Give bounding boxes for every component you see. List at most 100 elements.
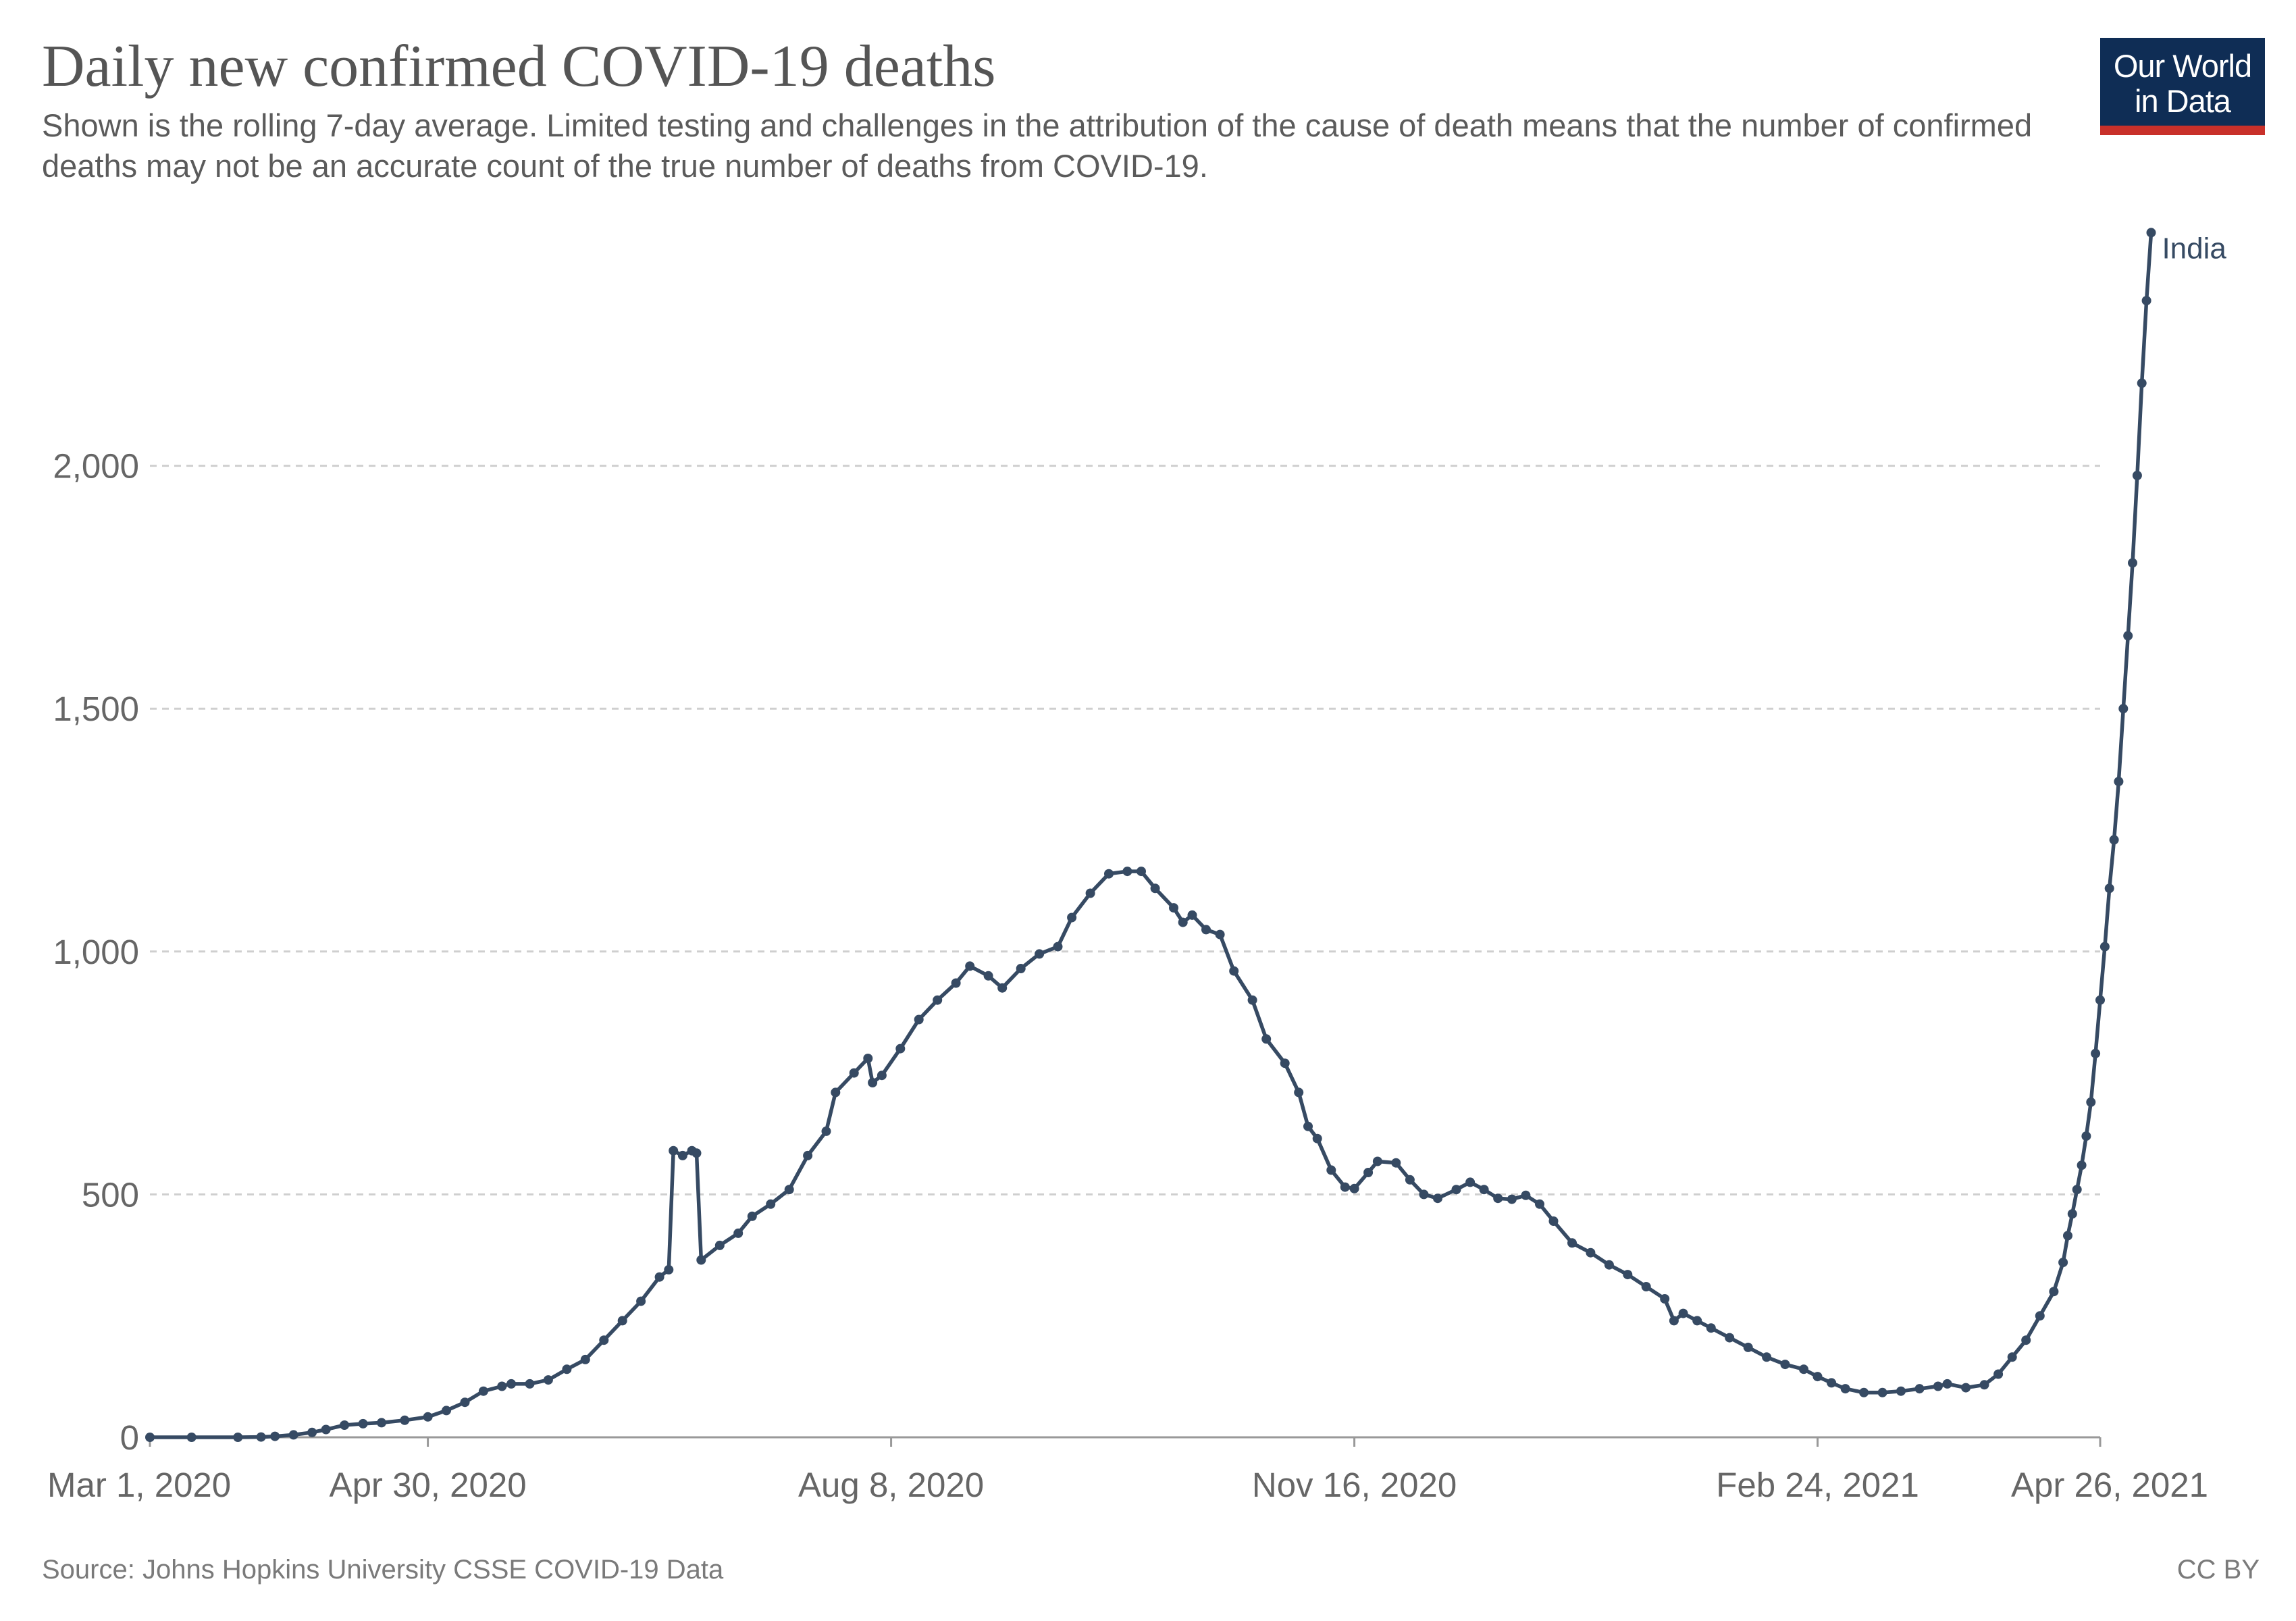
data-point-119 [2049, 1287, 2059, 1297]
data-point-113 [1961, 1383, 1971, 1393]
data-point-25 [654, 1272, 664, 1282]
data-point-49 [983, 971, 993, 981]
data-point-86 [1521, 1190, 1531, 1200]
data-point-98 [1706, 1323, 1716, 1333]
data-point-115 [1993, 1369, 2004, 1379]
data-point-21 [580, 1354, 590, 1364]
data-point-55 [1085, 888, 1095, 898]
chart-title: Daily new confirmed COVID-19 deaths [42, 34, 996, 99]
series-india[interactable]: India [145, 228, 2226, 1442]
data-point-39 [831, 1087, 841, 1098]
x-tick-label-2: Aug 8, 2020 [798, 1466, 984, 1504]
data-point-65 [1229, 966, 1239, 976]
data-point-136 [2132, 471, 2142, 480]
data-point-111 [1933, 1381, 1943, 1391]
data-point-38 [821, 1126, 831, 1136]
data-point-30 [692, 1148, 702, 1158]
data-point-103 [1799, 1364, 1808, 1374]
data-point-46 [933, 995, 943, 1005]
y-tick-label-500: 500 [82, 1175, 139, 1214]
data-point-73 [1340, 1182, 1350, 1192]
data-point-45 [914, 1014, 924, 1025]
data-point-138 [2141, 296, 2151, 306]
y-tick-label-0: 0 [120, 1418, 139, 1457]
y-tick-label-2000: 2,000 [53, 447, 139, 486]
data-point-114 [1979, 1380, 1989, 1390]
data-point-58 [1137, 867, 1146, 877]
data-point-84 [1493, 1193, 1503, 1204]
data-point-77 [1391, 1158, 1401, 1168]
data-point-63 [1201, 925, 1211, 935]
y-tick-label-1500: 1,500 [53, 690, 139, 728]
data-point-76 [1372, 1156, 1382, 1166]
data-point-79 [1419, 1189, 1429, 1200]
data-point-15 [478, 1386, 488, 1396]
y-axis-labels: 0 500 1,000 1,500 2,000 [53, 447, 139, 1457]
data-point-121 [2063, 1231, 2072, 1241]
data-point-100 [1743, 1342, 1753, 1352]
data-point-13 [442, 1406, 451, 1416]
data-point-75 [1363, 1168, 1374, 1177]
logo-accent-bar [2100, 126, 2265, 135]
data-point-50 [997, 983, 1008, 993]
data-point-57 [1122, 867, 1132, 877]
data-point-40 [849, 1068, 859, 1078]
data-point-131 [2109, 835, 2119, 845]
data-point-91 [1604, 1260, 1614, 1270]
data-point-19 [543, 1375, 553, 1385]
data-point-2 [233, 1433, 243, 1442]
data-point-37 [803, 1150, 813, 1160]
data-point-95 [1669, 1316, 1679, 1326]
owid-logo[interactable]: Our World in Data [2100, 38, 2265, 135]
data-point-83 [1479, 1185, 1489, 1195]
data-point-74 [1349, 1183, 1359, 1193]
data-point-125 [2081, 1131, 2091, 1141]
series-label-india: India [2162, 232, 2226, 265]
data-point-124 [2077, 1160, 2087, 1170]
x-tick-label-4: Feb 24, 2021 [1716, 1466, 1919, 1504]
data-point-12 [423, 1412, 433, 1422]
data-point-9 [358, 1418, 368, 1429]
data-point-60 [1169, 903, 1178, 913]
data-point-107 [1859, 1387, 1869, 1397]
data-point-36 [784, 1185, 794, 1195]
x-tick-label-1: Apr 30, 2020 [330, 1466, 527, 1504]
data-point-85 [1507, 1194, 1517, 1204]
data-point-89 [1567, 1238, 1577, 1248]
data-point-122 [2067, 1209, 2077, 1219]
source-note[interactable]: Source: Johns Hopkins University CSSE CO… [42, 1555, 724, 1585]
data-point-88 [1548, 1216, 1559, 1226]
data-point-5 [288, 1430, 298, 1440]
data-point-102 [1780, 1360, 1790, 1370]
data-point-4 [270, 1431, 280, 1441]
data-point-104 [1812, 1372, 1823, 1382]
data-point-26 [664, 1264, 674, 1275]
license-link[interactable]: CC BY [2176, 1555, 2260, 1585]
data-point-3 [256, 1432, 266, 1442]
data-point-133 [2118, 704, 2129, 714]
data-point-43 [877, 1071, 887, 1081]
data-point-135 [2128, 558, 2137, 568]
data-point-71 [1312, 1133, 1322, 1143]
data-point-17 [506, 1379, 517, 1389]
data-point-123 [2072, 1185, 2082, 1195]
data-point-137 [2137, 378, 2147, 388]
data-point-68 [1280, 1058, 1290, 1069]
data-point-90 [1586, 1247, 1596, 1258]
data-point-106 [1840, 1384, 1850, 1394]
y-tick-label-1000: 1,000 [53, 933, 139, 971]
data-point-47 [951, 978, 961, 988]
data-point-7 [321, 1424, 331, 1435]
data-point-10 [377, 1418, 386, 1428]
data-point-126 [2086, 1097, 2096, 1107]
gridlines [150, 465, 2100, 1195]
data-point-35 [766, 1199, 776, 1209]
data-point-134 [2123, 631, 2133, 641]
data-point-18 [525, 1379, 535, 1389]
data-point-64 [1215, 929, 1225, 940]
data-point-56 [1104, 869, 1114, 879]
data-point-52 [1035, 949, 1045, 959]
data-point-67 [1261, 1034, 1272, 1044]
data-point-130 [2104, 883, 2114, 894]
data-point-101 [1762, 1352, 1772, 1362]
